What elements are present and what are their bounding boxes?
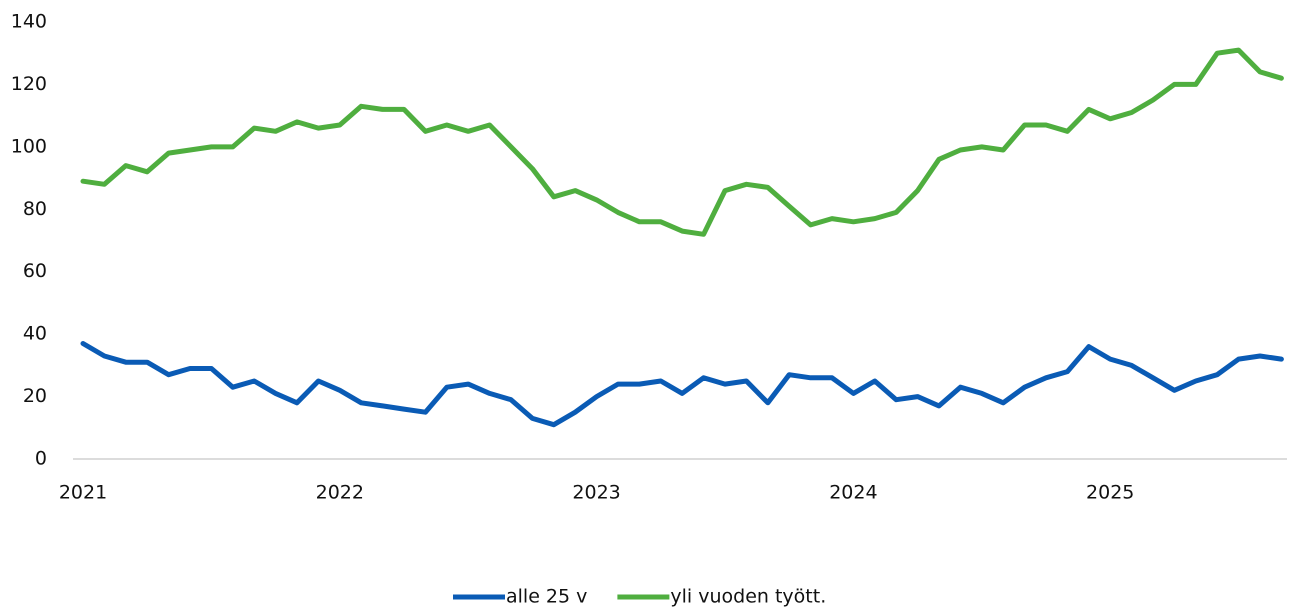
x-tick-label: 2023 bbox=[572, 482, 620, 504]
legend-label: yli vuoden tyött. bbox=[670, 586, 826, 608]
legend-label: alle 25 v bbox=[506, 586, 587, 608]
x-tick-label: 2025 bbox=[1086, 482, 1134, 504]
line-series bbox=[80, 47, 1284, 237]
line-series bbox=[80, 341, 1284, 428]
y-tick-label: 0 bbox=[35, 448, 47, 470]
y-tick-label: 20 bbox=[23, 385, 47, 407]
y-tick-label: 40 bbox=[23, 323, 47, 345]
x-tick-label: 2022 bbox=[316, 482, 364, 504]
y-tick-label: 60 bbox=[23, 260, 47, 282]
x-tick-label: 2021 bbox=[59, 482, 107, 504]
y-tick-label: 100 bbox=[11, 135, 47, 157]
y-tick-label: 80 bbox=[23, 198, 47, 220]
x-tick-label: 2024 bbox=[829, 482, 877, 504]
y-tick-label: 140 bbox=[11, 11, 47, 33]
y-tick-label: 120 bbox=[11, 73, 47, 95]
